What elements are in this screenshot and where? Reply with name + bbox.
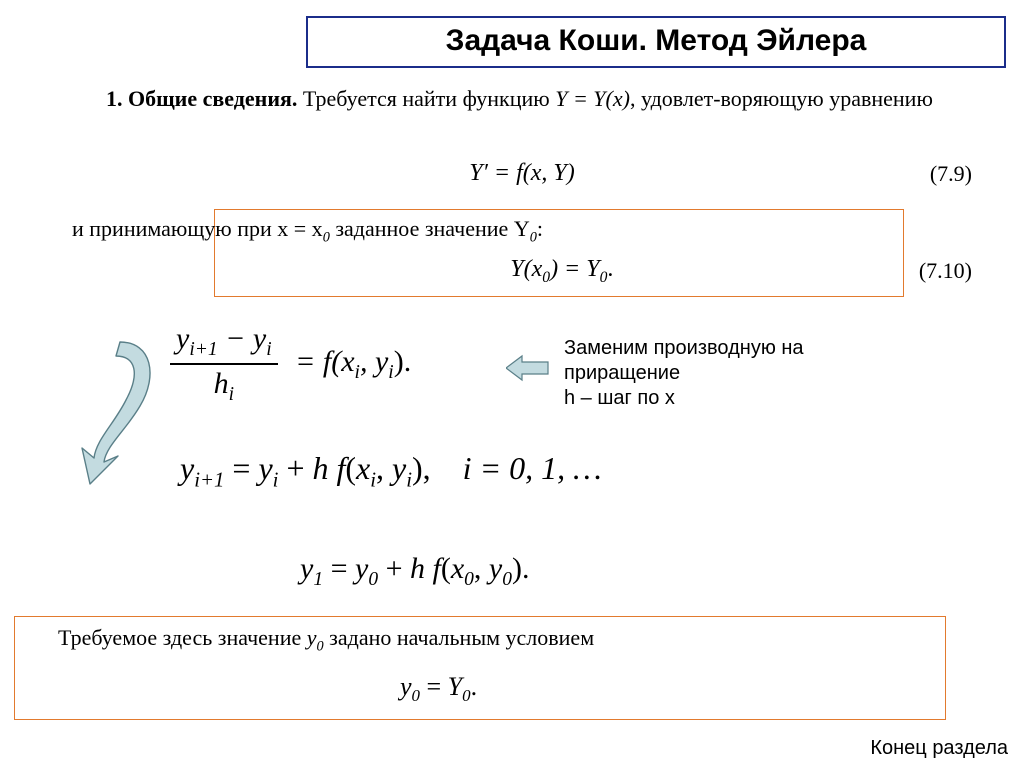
- euler-step-formula: yi+1 = yi + h f(xi, yi), i = 0, 1, …: [180, 450, 602, 492]
- initial-condition-line: и принимающую при x = x0 заданное значен…: [72, 214, 982, 248]
- equation-7-10-row: Y(x0) = Y0. (7.10): [72, 256, 982, 287]
- intro-fn: Y = Y(x): [555, 86, 630, 111]
- derivative-annotation: Заменим производную на приращение h – ша…: [564, 336, 924, 411]
- difference-quotient: yi+1 − yi hi = f(xi, yi).: [170, 322, 411, 406]
- equation-7-10-number: (7.10): [613, 258, 982, 284]
- euler-index-range: i = 0, 1, …: [463, 450, 602, 486]
- euler-first-step: y1 = y0 + h f(x0, y0).: [300, 552, 530, 591]
- y0-equals-Y0: y0 = Y0.: [400, 672, 477, 706]
- equation-7-9-row: Y′ = f(x, Y) (7.9): [72, 160, 982, 187]
- page-title: Задача Коши. Метод Эйлера: [306, 16, 1006, 68]
- equation-7-10: Y(x0) = Y0.: [510, 256, 613, 287]
- req-b: задано начальным условием: [324, 625, 594, 650]
- section-end-label: Конец раздела: [870, 737, 1008, 760]
- equation-7-9-number: (7.9): [575, 161, 982, 187]
- curved-arrow-icon: [60, 336, 170, 486]
- section-heading: 1. Общие сведения.: [106, 86, 297, 111]
- intro-paragraph: 1. Общие сведения. Требуется найти функц…: [72, 84, 982, 114]
- equation-7-9: Y′ = f(x, Y): [469, 160, 574, 187]
- ic-lead: и принимающую: [72, 216, 237, 241]
- annot-line-2: h – шаг по x: [564, 386, 924, 411]
- annot-line-1: Заменим производную на приращение: [564, 336, 924, 386]
- intro-text-b: , удовлет-воряющую уравнению: [630, 86, 933, 111]
- required-value-text: Требуемое здесь значение y0 задано начал…: [58, 623, 928, 657]
- ic-boxed: при x = x0 заданное значение Y0:: [237, 216, 543, 241]
- arrow-left-icon: [506, 354, 550, 382]
- intro-text-a: Требуется найти функцию: [297, 86, 555, 111]
- req-a: Требуемое здесь значение: [58, 625, 307, 650]
